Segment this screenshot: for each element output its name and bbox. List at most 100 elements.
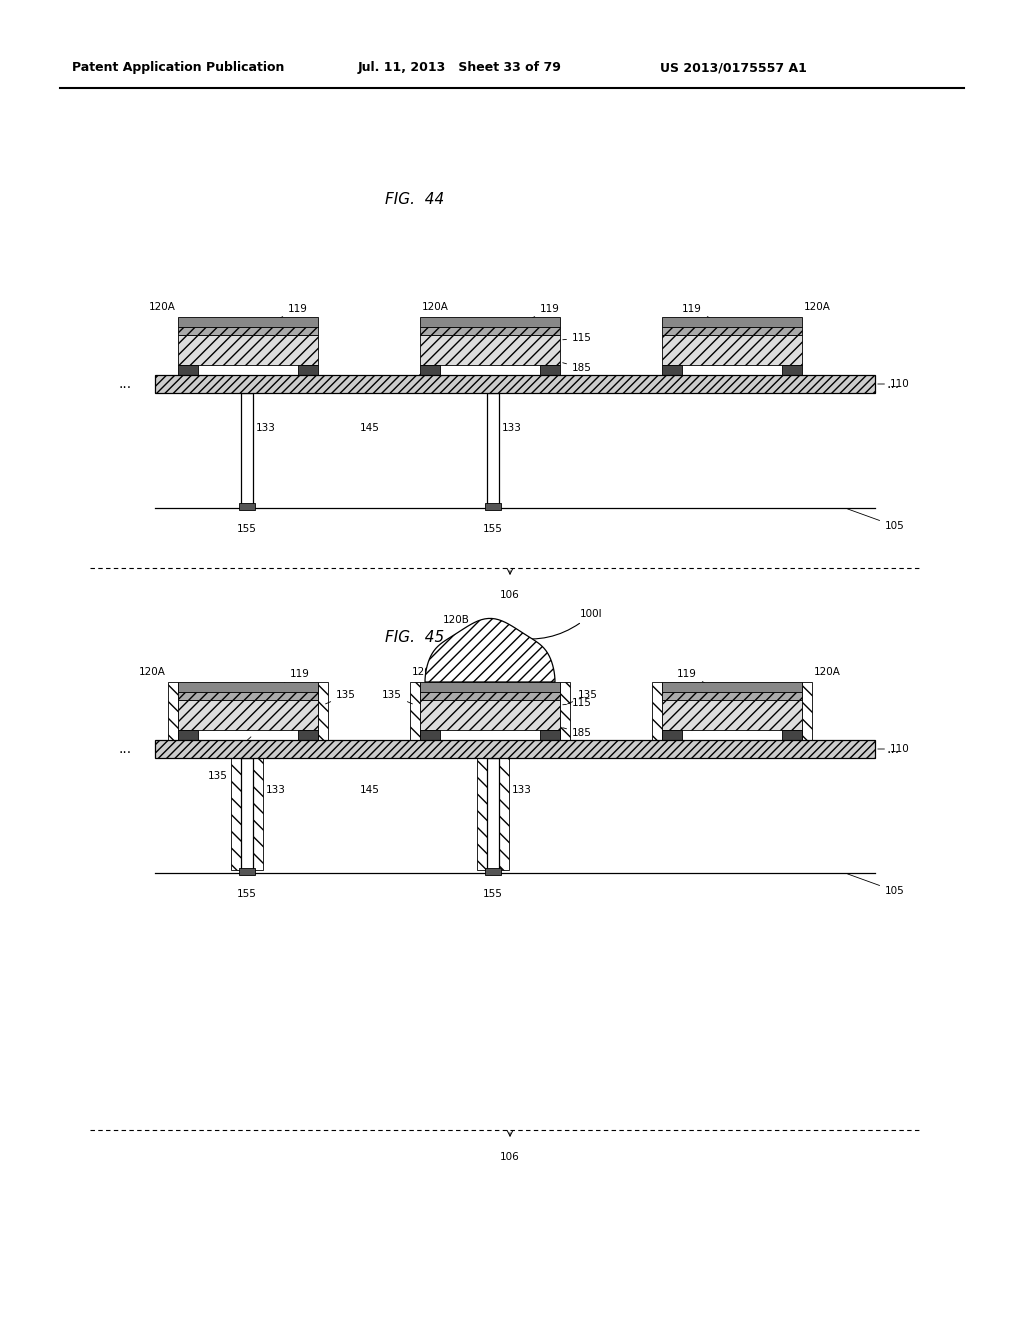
Bar — [410, 682, 420, 741]
Text: 120A: 120A — [814, 667, 841, 677]
Bar — [487, 393, 499, 506]
Text: 120A: 120A — [422, 302, 449, 312]
Text: 119: 119 — [283, 669, 310, 684]
Text: FIG.  44: FIG. 44 — [385, 193, 444, 207]
Bar — [241, 393, 253, 506]
Bar — [298, 366, 318, 375]
Bar — [178, 730, 198, 741]
Text: 120B: 120B — [443, 615, 473, 640]
Bar — [420, 366, 440, 375]
Bar — [178, 335, 318, 366]
Bar — [782, 366, 802, 375]
Bar — [420, 335, 560, 366]
Text: 119: 119 — [532, 304, 560, 318]
Bar — [662, 700, 802, 730]
Bar — [420, 327, 560, 335]
Bar — [241, 758, 253, 870]
Text: 129: 129 — [223, 737, 251, 758]
Text: 155: 155 — [483, 524, 503, 535]
Bar — [168, 682, 178, 741]
Text: 115: 115 — [563, 333, 592, 343]
Text: 119: 119 — [495, 630, 518, 655]
Text: Patent Application Publication: Patent Application Publication — [72, 62, 285, 74]
Bar — [782, 730, 802, 741]
Text: 106: 106 — [500, 1152, 520, 1162]
Bar — [485, 503, 501, 510]
Bar — [662, 682, 802, 692]
Text: 100I: 100I — [514, 609, 603, 640]
Bar — [178, 317, 318, 327]
Bar — [662, 335, 802, 366]
Text: 135: 135 — [326, 690, 356, 704]
Text: 120A: 120A — [804, 302, 830, 312]
Text: 133: 133 — [266, 785, 286, 795]
Bar — [420, 317, 560, 327]
Bar — [540, 730, 560, 741]
Text: 133: 133 — [512, 785, 531, 795]
Text: US 2013/0175557 A1: US 2013/0175557 A1 — [660, 62, 807, 74]
Text: 133: 133 — [256, 422, 275, 433]
Text: 105: 105 — [848, 874, 905, 896]
Text: FIG.  45: FIG. 45 — [385, 631, 444, 645]
Text: 129: 129 — [667, 372, 687, 393]
Text: 119: 119 — [677, 669, 705, 682]
Text: 120A: 120A — [412, 667, 439, 677]
Bar — [318, 682, 328, 741]
Text: 115: 115 — [563, 698, 592, 708]
Text: 119: 119 — [682, 304, 710, 318]
Bar — [178, 700, 318, 730]
Text: 120A: 120A — [150, 302, 176, 312]
Text: 155: 155 — [238, 524, 257, 535]
Text: 145: 145 — [360, 422, 380, 433]
Text: ...: ... — [119, 742, 131, 756]
Bar — [239, 503, 255, 510]
Bar — [155, 741, 874, 758]
Bar — [231, 758, 263, 870]
Bar — [420, 692, 560, 700]
Bar — [477, 758, 509, 870]
Bar — [420, 682, 560, 692]
Bar — [485, 869, 501, 875]
Text: 110: 110 — [878, 379, 909, 389]
Text: 129: 129 — [400, 737, 423, 758]
Text: 135: 135 — [208, 771, 228, 781]
Text: 106: 106 — [500, 590, 520, 601]
Text: 120A: 120A — [139, 667, 166, 677]
Bar — [662, 366, 682, 375]
Text: 155: 155 — [483, 888, 503, 899]
Bar — [178, 366, 198, 375]
Bar — [662, 317, 802, 327]
Bar — [662, 692, 802, 700]
Text: Jul. 11, 2013   Sheet 33 of 79: Jul. 11, 2013 Sheet 33 of 79 — [358, 62, 562, 74]
Bar — [487, 758, 499, 870]
Bar — [420, 730, 440, 741]
Polygon shape — [425, 619, 555, 682]
Text: 135: 135 — [382, 690, 413, 704]
Bar — [560, 682, 570, 741]
Bar — [652, 682, 662, 741]
Text: 119: 119 — [281, 304, 308, 318]
Text: 129: 129 — [667, 738, 687, 758]
Text: 129: 129 — [303, 372, 323, 393]
Text: 133: 133 — [502, 422, 522, 433]
Bar — [155, 375, 874, 393]
Text: 145: 145 — [360, 785, 380, 795]
Text: 155: 155 — [238, 888, 257, 899]
Text: 185: 185 — [562, 727, 592, 738]
Bar — [420, 700, 560, 730]
Bar — [178, 692, 318, 700]
Text: ...: ... — [887, 378, 899, 391]
Bar — [802, 682, 812, 741]
Text: 185: 185 — [562, 363, 592, 374]
Text: 110: 110 — [878, 744, 909, 754]
Bar — [298, 730, 318, 741]
Text: ...: ... — [119, 378, 131, 391]
Text: ...: ... — [887, 742, 899, 756]
Bar — [178, 327, 318, 335]
Text: 135: 135 — [567, 690, 598, 704]
Bar — [239, 869, 255, 875]
Text: 129: 129 — [395, 372, 423, 393]
Text: 105: 105 — [848, 510, 905, 531]
Bar — [540, 366, 560, 375]
Bar — [662, 730, 682, 741]
